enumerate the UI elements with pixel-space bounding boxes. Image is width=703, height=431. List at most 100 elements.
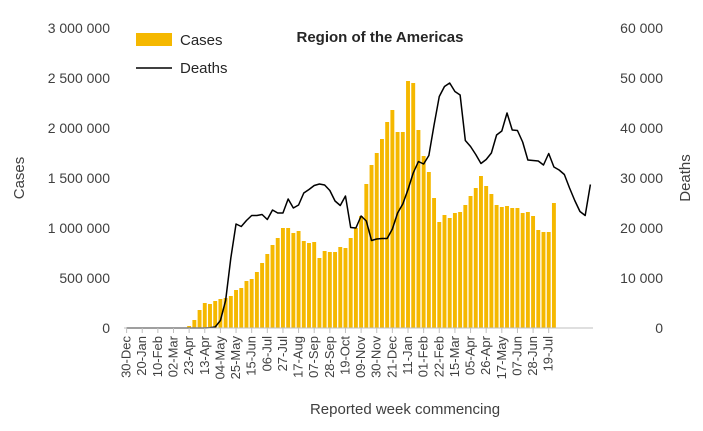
cases-bar (265, 254, 270, 328)
cases-bar (505, 206, 509, 328)
x-tick-label: 13-Apr (197, 335, 212, 375)
x-tick-label: 06-Jul (259, 336, 274, 372)
cases-bars (176, 81, 556, 328)
cases-bar (234, 290, 238, 328)
cases-bar (421, 156, 426, 328)
cases-bar (249, 279, 254, 328)
cases-bar (286, 228, 291, 328)
cases-bar (307, 243, 311, 328)
x-tick-label: 11-Jan (400, 336, 415, 375)
cases-bar (437, 222, 442, 328)
right-y-tick-label: 30 000 (620, 170, 663, 186)
cases-bar (280, 228, 285, 328)
cases-bar (494, 205, 499, 328)
cases-bar (390, 110, 395, 328)
cases-bar (260, 263, 265, 328)
cases-bar (411, 83, 416, 328)
cases-bar (348, 238, 353, 328)
cases-bar (406, 81, 410, 328)
right-y-tick-label: 40 000 (620, 120, 663, 136)
x-tick-label: 04-May (212, 336, 227, 380)
x-tick-label: 09-Nov (353, 336, 368, 378)
left-y-axis-title: Cases (11, 157, 28, 200)
cases-bar (473, 188, 478, 328)
cases-bar (270, 245, 275, 328)
x-tick-label: 17-Aug (291, 336, 306, 378)
right-y-tick-label: 50 000 (620, 70, 663, 86)
cases-bar (291, 233, 296, 328)
cases-bar (359, 216, 364, 328)
cases-bar (343, 248, 348, 328)
cases-bar (369, 165, 374, 328)
cases-bar (546, 232, 551, 328)
cases-bar (317, 258, 322, 328)
cases-bar (353, 228, 358, 328)
right-y-axis-ticks: 0 10 000 20 000 30 000 40 000 50 000 60 000 (620, 20, 663, 336)
cases-bar (301, 241, 306, 328)
cases-bar (484, 186, 489, 328)
x-tick-label: 27-Jul (275, 336, 290, 372)
cases-bar (463, 205, 468, 328)
x-tick-label: 21-Dec (384, 336, 399, 378)
cases-bar (244, 281, 249, 328)
x-tick-label: 07-Sep (306, 336, 321, 378)
cases-bar (275, 238, 280, 328)
cases-bar (208, 304, 212, 328)
cases-bar (296, 231, 301, 328)
cases-bar (447, 218, 452, 328)
left-y-axis-ticks: 0 500 000 1 000 000 1 500 000 2 000 000 2 500… (48, 20, 111, 336)
cases-bar (218, 299, 223, 328)
cases-bar (426, 172, 431, 328)
legend-deaths-label: Deaths (180, 60, 228, 77)
cases-bar (525, 212, 530, 328)
left-y-tick-label: 1 500 000 (48, 170, 110, 186)
x-axis-ticks: 30-Dec 20-Jan 10-Feb 02-Mar 23-Apr 13-Apr 04-M… (119, 328, 556, 379)
x-tick-label: 07-Jun (509, 336, 524, 376)
cases-bar (192, 320, 197, 328)
legend-cases-swatch (136, 33, 172, 46)
cases-bar (468, 196, 473, 328)
x-tick-label: 01-Feb (416, 336, 431, 377)
x-tick-label: 28-Sep (322, 336, 337, 378)
cases-bar (254, 272, 259, 328)
cases-bar (452, 213, 457, 328)
cases-bar (322, 251, 327, 328)
x-tick-label: 30-Dec (119, 336, 134, 378)
legend: Cases Deaths (136, 32, 228, 77)
cases-bar (395, 132, 400, 328)
x-tick-label: 26-Apr (478, 335, 493, 375)
cases-bar (479, 176, 483, 328)
left-y-tick-label: 3 000 000 (48, 20, 110, 36)
x-tick-label: 05-Apr (463, 335, 478, 375)
x-tick-label: 25-May (228, 336, 243, 380)
x-tick-label: 20-Jan (134, 336, 149, 376)
x-tick-label: 15-Jun (244, 336, 259, 376)
cases-bar (442, 215, 447, 328)
x-tick-label: 30-Nov (369, 336, 384, 378)
left-y-tick-label: 1 000 000 (48, 220, 110, 236)
cases-bar (551, 203, 556, 328)
cases-bar (228, 296, 233, 328)
cases-bar (380, 139, 384, 328)
cases-bar (515, 208, 520, 328)
left-y-tick-label: 2 000 000 (48, 120, 110, 136)
left-y-tick-label: 0 (102, 320, 110, 336)
x-tick-label: 02-Mar (166, 335, 181, 377)
cases-bar (312, 242, 317, 328)
x-tick-label: 28-Jun (525, 336, 540, 376)
cases-bar (197, 310, 202, 328)
cases-bar (432, 198, 437, 328)
x-tick-label: 17-May (494, 336, 509, 380)
cases-bar (536, 230, 541, 328)
cases-bar (364, 184, 369, 328)
cases-bar (520, 213, 525, 328)
x-axis-title: Reported week commencing (310, 401, 500, 418)
cases-bar (385, 122, 390, 328)
cases-bar (239, 288, 244, 328)
cases-bar (223, 298, 228, 328)
cases-bar (499, 207, 504, 328)
chart-title: Region of the Americas (297, 29, 464, 46)
cases-bar (489, 194, 494, 328)
